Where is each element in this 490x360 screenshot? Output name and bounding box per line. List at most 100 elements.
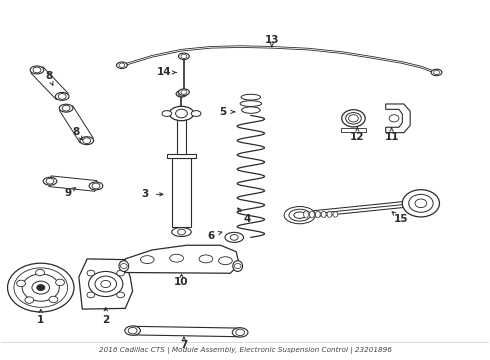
Polygon shape xyxy=(386,104,410,133)
Circle shape xyxy=(181,54,187,58)
Polygon shape xyxy=(31,67,68,99)
Ellipse shape xyxy=(199,255,213,263)
Circle shape xyxy=(7,263,74,312)
Ellipse shape xyxy=(304,211,309,218)
Ellipse shape xyxy=(232,328,248,337)
Text: 8: 8 xyxy=(73,127,80,136)
Ellipse shape xyxy=(169,106,194,121)
Text: 14: 14 xyxy=(157,67,171,77)
Text: 13: 13 xyxy=(265,35,279,45)
Circle shape xyxy=(121,264,127,269)
Circle shape xyxy=(95,276,117,292)
Circle shape xyxy=(178,91,185,96)
Polygon shape xyxy=(125,245,239,273)
Text: 10: 10 xyxy=(174,277,189,287)
Circle shape xyxy=(234,264,241,269)
Circle shape xyxy=(101,280,111,288)
Ellipse shape xyxy=(172,228,191,237)
Text: 5: 5 xyxy=(220,107,227,117)
Circle shape xyxy=(119,63,125,67)
Text: 1: 1 xyxy=(37,315,45,325)
Ellipse shape xyxy=(119,261,129,271)
Circle shape xyxy=(58,94,66,99)
Text: 2016 Cadillac CTS | Module Assembly, Electronic Suspension Control | 23201896: 2016 Cadillac CTS | Module Assembly, Ele… xyxy=(98,347,392,354)
Ellipse shape xyxy=(233,261,243,271)
Ellipse shape xyxy=(162,111,172,116)
Circle shape xyxy=(117,270,124,276)
Ellipse shape xyxy=(170,254,183,262)
Ellipse shape xyxy=(345,113,361,124)
Bar xyxy=(341,129,366,132)
Polygon shape xyxy=(132,326,240,337)
Ellipse shape xyxy=(30,66,44,74)
Text: 7: 7 xyxy=(180,340,188,350)
Ellipse shape xyxy=(294,212,306,219)
Ellipse shape xyxy=(191,111,201,116)
Text: 8: 8 xyxy=(45,71,52,81)
Circle shape xyxy=(87,270,95,276)
Circle shape xyxy=(14,268,68,307)
Ellipse shape xyxy=(43,177,57,185)
Circle shape xyxy=(128,327,137,334)
Circle shape xyxy=(46,178,54,184)
Text: 4: 4 xyxy=(244,215,251,224)
Ellipse shape xyxy=(178,53,189,59)
Ellipse shape xyxy=(316,211,320,218)
Circle shape xyxy=(402,190,440,217)
Text: 9: 9 xyxy=(65,188,72,198)
Circle shape xyxy=(389,115,399,122)
Ellipse shape xyxy=(342,110,365,127)
Ellipse shape xyxy=(289,209,311,221)
Circle shape xyxy=(230,234,238,240)
Circle shape xyxy=(415,199,427,208)
Ellipse shape xyxy=(321,211,326,217)
Circle shape xyxy=(36,269,45,276)
Ellipse shape xyxy=(333,212,338,217)
Circle shape xyxy=(177,229,185,235)
Ellipse shape xyxy=(55,93,69,100)
Ellipse shape xyxy=(225,232,244,242)
Ellipse shape xyxy=(327,212,332,217)
Ellipse shape xyxy=(141,256,154,264)
Polygon shape xyxy=(49,176,97,191)
Ellipse shape xyxy=(59,104,73,112)
Circle shape xyxy=(49,296,58,303)
Text: 11: 11 xyxy=(384,132,399,142)
Circle shape xyxy=(89,271,123,297)
Ellipse shape xyxy=(117,62,127,68)
Ellipse shape xyxy=(242,107,260,113)
Ellipse shape xyxy=(80,137,94,145)
Ellipse shape xyxy=(431,69,442,76)
Circle shape xyxy=(175,109,187,118)
Circle shape xyxy=(17,280,25,287)
Text: 2: 2 xyxy=(102,315,109,325)
Ellipse shape xyxy=(240,101,262,107)
Ellipse shape xyxy=(125,326,141,335)
Polygon shape xyxy=(79,259,133,309)
Ellipse shape xyxy=(176,91,187,97)
Circle shape xyxy=(181,90,187,94)
Ellipse shape xyxy=(284,207,316,224)
Circle shape xyxy=(92,183,100,189)
Circle shape xyxy=(32,281,49,294)
Circle shape xyxy=(33,67,41,73)
Circle shape xyxy=(117,292,124,298)
Circle shape xyxy=(348,115,358,122)
Circle shape xyxy=(236,329,245,336)
Ellipse shape xyxy=(89,182,103,190)
Circle shape xyxy=(25,297,34,303)
Ellipse shape xyxy=(310,211,315,218)
Text: 6: 6 xyxy=(207,231,215,240)
Circle shape xyxy=(409,194,433,212)
Ellipse shape xyxy=(178,89,189,95)
Circle shape xyxy=(87,292,95,298)
Polygon shape xyxy=(59,106,94,143)
Circle shape xyxy=(56,279,65,285)
Circle shape xyxy=(434,70,440,75)
Bar xyxy=(172,158,191,226)
Text: 12: 12 xyxy=(350,132,365,142)
Ellipse shape xyxy=(219,257,232,265)
Bar xyxy=(167,154,196,158)
Circle shape xyxy=(22,274,59,301)
Ellipse shape xyxy=(241,94,261,100)
